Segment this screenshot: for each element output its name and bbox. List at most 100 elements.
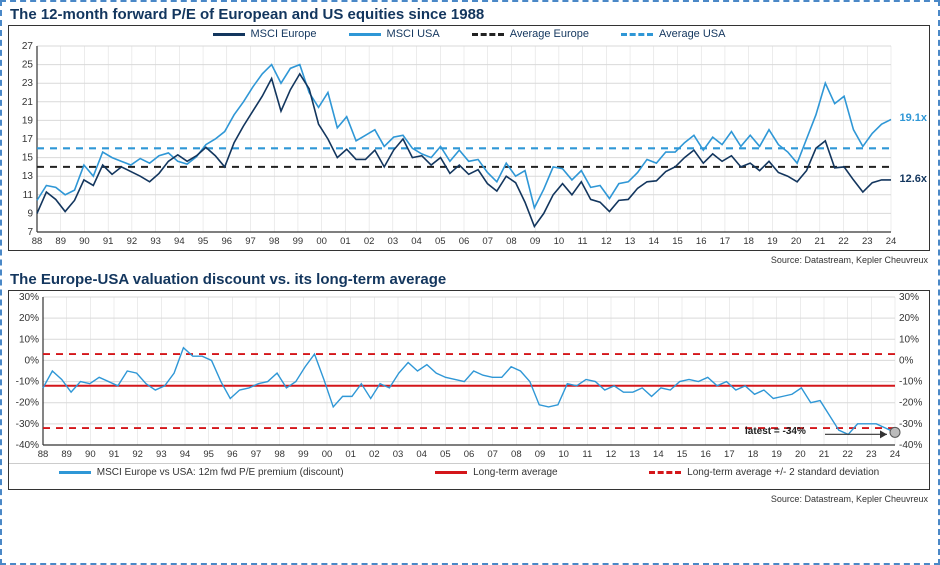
legend-msci-usa: MSCI USA [349, 28, 440, 40]
svg-text:0%: 0% [899, 355, 914, 366]
svg-text:-40%: -40% [16, 440, 39, 451]
svg-text:03: 03 [393, 449, 404, 460]
swatch-dash-icon [621, 33, 653, 36]
legend-ltavg: Long-term average [435, 467, 558, 478]
svg-text:24: 24 [890, 449, 901, 460]
svg-text:19: 19 [767, 236, 778, 247]
svg-text:03: 03 [388, 236, 399, 247]
svg-text:06: 06 [459, 236, 470, 247]
svg-text:90: 90 [85, 449, 96, 460]
svg-text:17: 17 [724, 449, 735, 460]
svg-text:10: 10 [554, 236, 565, 247]
svg-text:21: 21 [815, 236, 826, 247]
swatch-line-icon [59, 471, 91, 474]
svg-text:11: 11 [582, 449, 592, 460]
svg-text:12: 12 [606, 449, 617, 460]
svg-text:90: 90 [79, 236, 90, 247]
svg-text:10: 10 [558, 449, 569, 460]
chart1-title: The 12-month forward P/E of European and… [10, 6, 932, 23]
svg-text:08: 08 [506, 236, 517, 247]
legend-avg-europe: Average Europe [472, 28, 589, 40]
chart1-anno-europe-latest: 12.6x [899, 173, 927, 185]
svg-text:09: 09 [530, 236, 541, 247]
svg-text:08: 08 [511, 449, 522, 460]
svg-text:23: 23 [862, 236, 873, 247]
svg-text:93: 93 [156, 449, 167, 460]
legend-label: MSCI Europe [251, 28, 317, 40]
svg-text:18: 18 [743, 236, 754, 247]
svg-text:97: 97 [245, 236, 256, 247]
svg-text:-30%: -30% [16, 419, 39, 430]
svg-text:13: 13 [625, 236, 636, 247]
svg-text:14: 14 [648, 236, 659, 247]
svg-text:92: 92 [127, 236, 138, 247]
svg-text:-30%: -30% [899, 419, 922, 430]
svg-text:0%: 0% [25, 355, 40, 366]
svg-text:11: 11 [578, 236, 588, 247]
svg-text:19: 19 [771, 449, 782, 460]
legend-label: MSCI Europe vs USA: 12m fwd P/E premium … [97, 467, 344, 478]
svg-text:92: 92 [132, 449, 143, 460]
svg-text:99: 99 [298, 449, 309, 460]
svg-text:20: 20 [791, 236, 802, 247]
svg-text:99: 99 [293, 236, 304, 247]
svg-text:30%: 30% [899, 292, 919, 303]
svg-text:16: 16 [696, 236, 707, 247]
chart2-panel: -40%-40%-30%-30%-20%-20%-10%-10%0%0%10%1… [8, 290, 930, 490]
chart1-anno-usa-latest: 19.1x [899, 112, 927, 124]
legend-label: Long-term average +/- 2 standard deviati… [687, 467, 879, 478]
svg-text:21: 21 [819, 449, 830, 460]
svg-text:18: 18 [748, 449, 759, 460]
svg-text:91: 91 [109, 449, 120, 460]
swatch-line-icon [435, 471, 467, 474]
svg-text:23: 23 [22, 78, 34, 89]
legend-label: MSCI USA [387, 28, 440, 40]
legend-premium: MSCI Europe vs USA: 12m fwd P/E premium … [59, 467, 344, 478]
svg-text:04: 04 [411, 236, 422, 247]
legend-label: Average USA [659, 28, 725, 40]
svg-text:-20%: -20% [16, 398, 39, 409]
svg-text:95: 95 [203, 449, 214, 460]
svg-text:13: 13 [22, 171, 34, 182]
svg-text:05: 05 [440, 449, 451, 460]
swatch-dash-icon [472, 33, 504, 36]
swatch-line-icon [213, 33, 245, 36]
svg-text:-40%: -40% [899, 440, 922, 451]
svg-text:27: 27 [22, 41, 34, 52]
svg-text:09: 09 [535, 449, 546, 460]
chart2-source: Source: Datastream, Kepler Cheuvreux [8, 494, 928, 504]
svg-text:96: 96 [221, 236, 232, 247]
svg-text:94: 94 [180, 449, 191, 460]
svg-text:16: 16 [700, 449, 711, 460]
legend-band: Long-term average +/- 2 standard deviati… [649, 467, 879, 478]
chart2-anno-latest: latest = -34% [745, 426, 806, 437]
svg-text:10%: 10% [19, 334, 39, 345]
svg-text:94: 94 [174, 236, 185, 247]
svg-text:91: 91 [103, 236, 114, 247]
svg-text:20: 20 [795, 449, 806, 460]
svg-text:89: 89 [61, 449, 72, 460]
chart2-title: The Europe-USA valuation discount vs. it… [10, 271, 932, 288]
chart1-source: Source: Datastream, Kepler Cheuvreux [8, 255, 928, 265]
svg-text:89: 89 [55, 236, 66, 247]
svg-text:06: 06 [464, 449, 475, 460]
chart2-legend: MSCI Europe vs USA: 12m fwd P/E premium … [9, 463, 929, 480]
svg-text:88: 88 [32, 236, 43, 247]
swatch-dash-icon [649, 471, 681, 474]
svg-text:00: 00 [316, 236, 327, 247]
svg-text:97: 97 [251, 449, 262, 460]
chart1-svg: 7911131517192123252788899091929394959697… [9, 26, 929, 250]
legend-msci-europe: MSCI Europe [213, 28, 317, 40]
chart1-panel: MSCI Europe MSCI USA Average Europe Aver… [8, 25, 930, 251]
svg-text:17: 17 [720, 236, 731, 247]
svg-text:93: 93 [150, 236, 161, 247]
svg-text:10%: 10% [899, 334, 919, 345]
svg-text:-10%: -10% [899, 377, 922, 388]
legend-label: Long-term average [473, 467, 558, 478]
legend-avg-usa: Average USA [621, 28, 725, 40]
svg-text:24: 24 [886, 236, 897, 247]
svg-text:9: 9 [27, 208, 33, 219]
svg-text:15: 15 [672, 236, 683, 247]
svg-text:21: 21 [22, 97, 34, 108]
svg-text:22: 22 [838, 236, 849, 247]
